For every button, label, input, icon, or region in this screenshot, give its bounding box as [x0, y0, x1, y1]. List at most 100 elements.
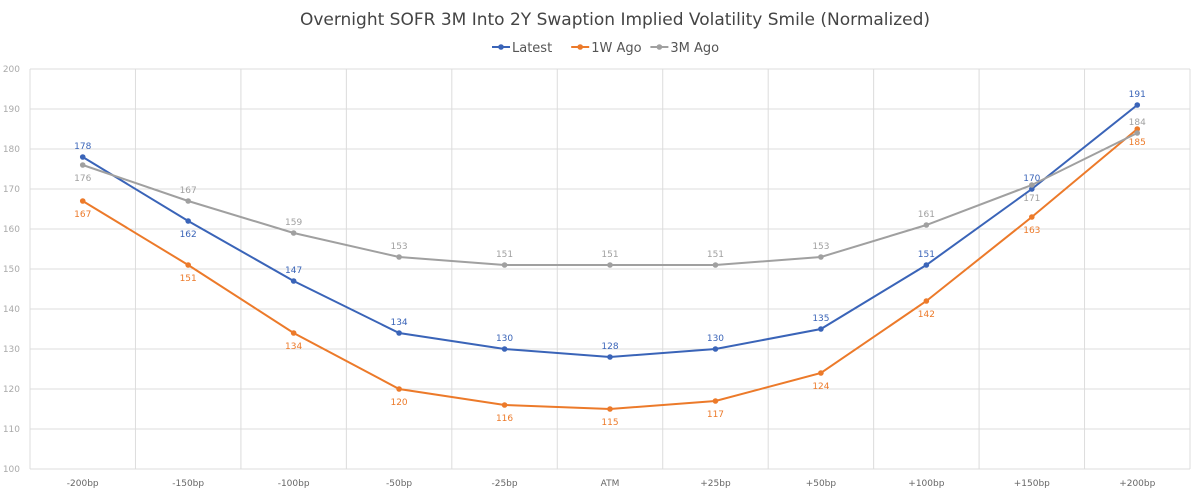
data-label-latest: 151 [918, 250, 935, 260]
y-tick-label: 200 [3, 65, 20, 75]
chart-title: Overnight SOFR 3M Into 2Y Swaption Impli… [300, 10, 930, 30]
data-label-latest: 130 [496, 334, 513, 344]
data-label-3m-ago: 171 [1023, 194, 1040, 204]
data-point-latest [185, 218, 191, 224]
data-point-latest [607, 354, 613, 360]
data-label-latest: 162 [180, 230, 197, 240]
data-label-1w-ago: 117 [707, 410, 724, 420]
data-point-3m-ago [185, 198, 191, 204]
data-label-3m-ago: 153 [812, 242, 829, 252]
data-label-1w-ago: 124 [812, 382, 829, 392]
grid [29, 68, 1191, 470]
data-label-latest: 191 [1129, 90, 1146, 100]
data-label-3m-ago: 151 [707, 250, 724, 260]
y-tick-label: 170 [3, 185, 20, 195]
data-label-1w-ago: 142 [918, 310, 935, 320]
data-point-latest [396, 330, 402, 336]
x-tick-label: -100bp [278, 479, 310, 489]
y-tick-label: 150 [3, 265, 20, 275]
data-label-1w-ago: 120 [390, 398, 407, 408]
x-tick-label: -25bp [491, 479, 517, 489]
data-label-3m-ago: 184 [1129, 118, 1146, 128]
data-label-3m-ago: 161 [918, 210, 935, 220]
data-point-1w-ago [501, 402, 508, 408]
data-point-3m-ago [818, 254, 824, 260]
data-label-latest: 170 [1023, 174, 1040, 184]
data-point-latest [818, 326, 824, 332]
x-tick-label: -150bp [172, 479, 204, 489]
data-point-1w-ago [290, 330, 297, 336]
data-point-1w-ago [1134, 126, 1141, 132]
legend-label-1w-ago: 1W Ago [591, 41, 641, 56]
data-point-3m-ago [290, 230, 297, 236]
legend: Latest 1W Ago 3M Ago [492, 41, 719, 56]
x-tick-label: +25bp [700, 479, 731, 489]
data-label-1w-ago: 151 [180, 274, 197, 284]
x-tick-label: +200bp [1119, 479, 1155, 489]
data-point-latest [712, 346, 719, 352]
data-label-1w-ago: 115 [601, 418, 618, 428]
data-label-latest: 147 [285, 266, 302, 276]
data-label-latest: 130 [707, 334, 724, 344]
data-label-latest: 128 [601, 342, 618, 352]
y-tick-label: 140 [3, 305, 20, 315]
data-label-latest: 135 [812, 314, 829, 324]
x-tick-label: ATM [601, 479, 620, 489]
data-point-1w-ago [79, 198, 86, 204]
data-label-latest: 178 [74, 142, 91, 152]
data-label-1w-ago: 134 [285, 342, 302, 352]
data-label-3m-ago: 176 [74, 174, 91, 184]
data-label-3m-ago: 159 [285, 218, 302, 228]
x-tick-label: +100bp [908, 479, 944, 489]
data-point-1w-ago [818, 370, 824, 376]
x-tick-label: +150bp [1014, 479, 1050, 489]
data-point-1w-ago [396, 386, 402, 392]
data-point-latest [1134, 102, 1141, 108]
data-point-latest [501, 346, 508, 352]
series-group: 178 162 147 134 130 128 130 135 151 170 191 167 151 1… [74, 90, 1146, 428]
data-point-3m-ago [1029, 182, 1035, 188]
x-tick-label: +50bp [806, 479, 837, 489]
x-tick-label: -50bp [386, 479, 412, 489]
y-tick-label: 160 [3, 225, 20, 235]
y-tick-label: 180 [3, 145, 20, 155]
legend-label-3m-ago: 3M Ago [670, 41, 719, 56]
legend-marker-3m-ago [656, 44, 663, 50]
data-label-1w-ago: 163 [1023, 226, 1040, 236]
data-label-3m-ago: 151 [601, 250, 618, 260]
data-label-3m-ago: 153 [390, 242, 407, 252]
data-label-1w-ago: 167 [74, 210, 91, 220]
y-tick-label: 110 [3, 425, 20, 435]
data-point-1w-ago [1029, 214, 1035, 220]
data-point-3m-ago [79, 162, 86, 168]
data-point-latest [923, 262, 930, 268]
data-point-1w-ago [923, 298, 930, 304]
data-point-3m-ago [607, 262, 613, 268]
data-label-1w-ago: 185 [1129, 138, 1146, 148]
legend-marker-1w-ago [577, 44, 583, 50]
data-point-3m-ago [396, 254, 402, 260]
data-point-3m-ago [501, 262, 508, 268]
data-point-latest [290, 278, 297, 284]
data-point-latest [79, 154, 86, 160]
x-tick-label: -200bp [67, 479, 99, 489]
data-label-3m-ago: 151 [496, 250, 513, 260]
legend-label-latest: Latest [512, 41, 552, 56]
data-point-3m-ago [923, 222, 930, 228]
data-label-3m-ago: 167 [180, 186, 197, 196]
data-point-1w-ago [185, 262, 191, 268]
legend-marker-latest [498, 44, 504, 50]
data-point-latest [1029, 186, 1035, 192]
data-label-latest: 134 [390, 318, 407, 328]
data-point-3m-ago [1134, 130, 1141, 136]
data-point-1w-ago [712, 398, 719, 404]
y-tick-label: 120 [3, 385, 20, 395]
y-tick-label: 190 [3, 105, 20, 115]
data-label-1w-ago: 116 [496, 414, 513, 424]
y-tick-label: 130 [3, 345, 20, 355]
y-tick-label: 100 [3, 465, 20, 475]
data-point-3m-ago [712, 262, 719, 268]
y-axis: 100 110 120 130 140 150 160 170 180 190 200 [3, 65, 20, 475]
x-axis: -200bp -150bp -100bp -50bp -25bp ATM +25bp +50b… [67, 479, 1156, 489]
